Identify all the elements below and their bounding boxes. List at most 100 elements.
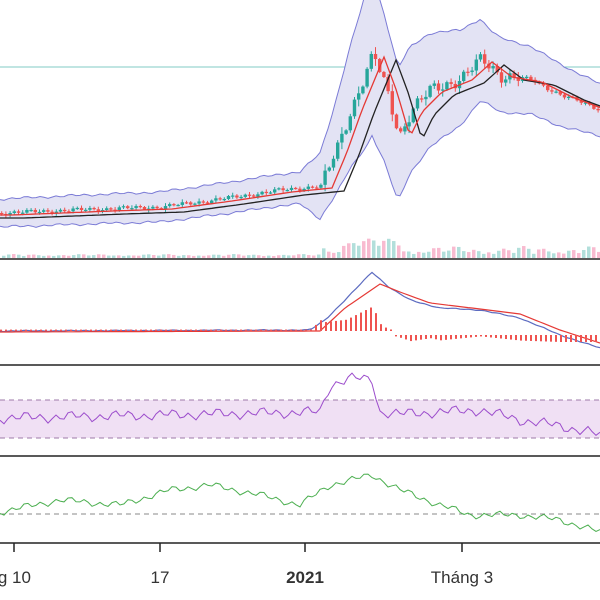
rsi-panel xyxy=(0,372,600,439)
volume-bar xyxy=(392,241,396,258)
volume-bar xyxy=(437,247,441,258)
candle-body xyxy=(130,208,134,210)
macd-histogram-bar xyxy=(455,335,457,339)
candle-body xyxy=(67,211,71,213)
macd-histogram-bar xyxy=(560,335,562,342)
volume-bar xyxy=(422,252,426,258)
macd-signal-line xyxy=(0,283,600,344)
volume-bar xyxy=(172,254,176,258)
candle-body xyxy=(483,54,487,64)
macd-histogram-bar xyxy=(95,329,97,331)
volume-bar xyxy=(42,255,46,258)
candle-body xyxy=(260,191,264,195)
volume-bar xyxy=(562,253,566,258)
candle-body xyxy=(16,211,21,213)
volume-bar xyxy=(252,254,256,258)
candle-body xyxy=(21,212,25,214)
candle-body xyxy=(33,209,37,213)
macd-histogram-bar xyxy=(255,329,257,331)
volume-bar xyxy=(482,253,486,258)
macd-histogram-bar xyxy=(340,320,342,331)
macd-histogram-bar xyxy=(400,335,402,338)
macd-histogram-bar xyxy=(410,335,412,342)
macd-histogram-bar xyxy=(20,329,22,331)
volume-bar xyxy=(27,254,31,258)
macd-histogram-bar xyxy=(260,329,262,331)
volume-bar xyxy=(92,255,96,258)
candle-body xyxy=(109,208,113,210)
macd-histogram-bar xyxy=(105,329,107,331)
candle-body xyxy=(436,83,441,91)
volume-bar xyxy=(492,253,496,258)
volume-bar xyxy=(362,241,366,258)
macd-histogram-bar xyxy=(45,329,47,331)
volume-bar xyxy=(77,254,81,258)
volume-bar xyxy=(217,254,221,258)
volume-bar xyxy=(282,254,286,258)
candle-body xyxy=(529,76,533,80)
macd-histogram-bar xyxy=(125,329,127,331)
volume-bar xyxy=(237,254,241,258)
candle-body xyxy=(151,206,155,209)
macd-histogram-bar xyxy=(165,329,167,331)
volume-bar xyxy=(372,240,376,258)
macd-histogram-bar xyxy=(415,335,417,341)
volume-bar xyxy=(287,255,291,258)
volume-bar xyxy=(347,243,351,258)
volume-bar xyxy=(352,243,356,258)
volume-bar xyxy=(17,254,21,258)
macd-histogram-bar xyxy=(580,335,582,342)
macd-histogram-bar xyxy=(25,329,27,331)
candle-body xyxy=(294,187,298,190)
volume-bar xyxy=(417,251,421,258)
volume-bar xyxy=(152,255,156,258)
candle-body xyxy=(361,86,365,94)
volume-bar xyxy=(467,252,471,258)
macd-histogram-bar xyxy=(205,329,207,331)
volume-bar xyxy=(487,252,491,258)
volume-bar xyxy=(517,247,521,258)
macd-histogram-bar xyxy=(360,312,362,331)
macd-histogram-bar xyxy=(175,329,177,331)
candle-body xyxy=(117,207,121,211)
volume-bar xyxy=(587,246,591,258)
volume-bar xyxy=(317,254,321,258)
macd-histogram-bar xyxy=(190,329,192,331)
volume-bar xyxy=(22,255,26,258)
macd-histogram-bar xyxy=(285,329,287,331)
macd-histogram-bar xyxy=(565,335,567,342)
candle-body xyxy=(235,195,239,198)
candle-body xyxy=(491,66,495,69)
volume-bar xyxy=(527,248,531,258)
macd-histogram-bar xyxy=(395,335,397,337)
volume-bar xyxy=(397,245,401,258)
macd-histogram-bar xyxy=(130,329,132,331)
candle-body xyxy=(0,213,4,215)
volume-bar xyxy=(592,247,596,258)
macd-histogram-bar xyxy=(295,329,297,331)
candle-body xyxy=(315,187,319,189)
candle-body xyxy=(352,99,357,117)
volume-bar xyxy=(232,254,236,258)
candle-body xyxy=(88,207,92,210)
macd-histogram-bar xyxy=(530,335,532,341)
candle-body xyxy=(273,189,277,193)
volume-bar xyxy=(312,255,316,258)
macd-histogram-bar xyxy=(10,329,12,331)
candle-body xyxy=(184,202,189,204)
rsi-line xyxy=(0,372,600,436)
macd-histogram-bar xyxy=(475,335,477,337)
candle-body xyxy=(134,206,138,209)
macd-histogram-bar xyxy=(270,329,272,331)
candle-body xyxy=(441,89,445,91)
volume-bar xyxy=(472,249,476,258)
volume-bar xyxy=(567,250,571,258)
candle-body xyxy=(231,195,235,197)
volume-bar xyxy=(147,254,151,258)
macd-histogram-bar xyxy=(70,329,72,331)
macd-histogram-bar xyxy=(590,335,592,342)
candle-body xyxy=(327,167,331,171)
volume-bar xyxy=(367,238,371,258)
candle-body xyxy=(142,207,147,210)
